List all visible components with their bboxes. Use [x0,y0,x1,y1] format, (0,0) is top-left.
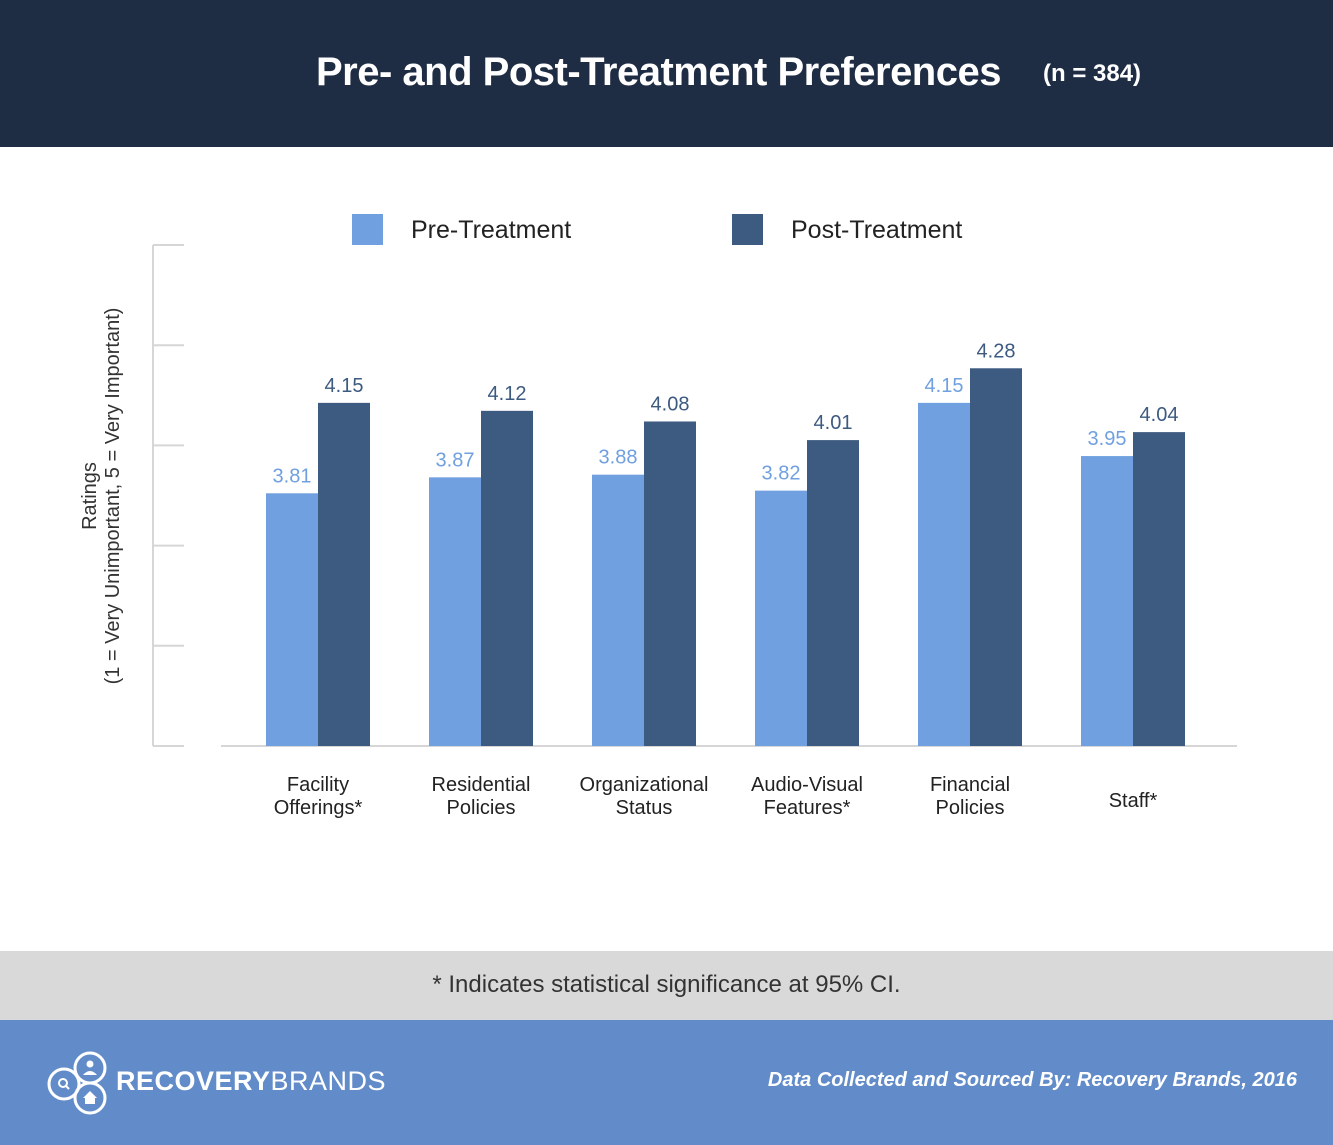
x-tick-line: Financial [930,774,1010,796]
x-tick-label-5: Staff* [1109,790,1158,812]
legend-swatch [732,214,763,245]
data-label-pre-1: 3.87 [436,449,475,471]
brand-light: BRANDS [270,1066,387,1096]
source-credit: Data Collected and Sourced By: Recovery … [767,1069,1297,1091]
x-tick-label-2: Organizational Status [580,774,709,819]
bar-post-5 [1133,432,1185,746]
x-tick-line: Audio-Visual [751,774,863,796]
data-label-pre-4: 4.15 [925,375,964,397]
chart-title: Pre- and Post-Treatment Preferences [316,50,1001,94]
bar-post-1 [481,410,533,746]
x-tick-line: Offerings* [274,797,363,819]
bar-pre-4 [918,402,970,746]
x-tick-label-0: Facility Offerings* [274,774,363,819]
brand-bold: RECOVERY [116,1066,271,1096]
data-label-post-4: 4.28 [977,340,1016,362]
data-label-pre-3: 3.82 [762,463,801,485]
x-tick-line: Policies [447,797,516,819]
x-tick-line: Features* [764,797,851,819]
bar-chart: Pre-Treatment Post-Treatment 3.81 4.15 3.87… [79,214,1237,819]
data-labels: 3.81 4.15 3.87 4.12 3.88 4.08 3.82 4.01 4.15 4.28… [273,340,1179,487]
data-label-pre-5: 3.95 [1088,428,1127,450]
y-axis-title: Ratings(1 = Very Unimportant, 5 = Very I… [79,308,124,685]
y-axis-label: Ratings(1 = Very Unimportant, 5 = Very I… [79,308,124,685]
x-tick-line: Status [616,797,673,819]
legend: Pre-Treatment Post-Treatment [352,214,962,245]
bar-pre-0 [266,493,318,746]
data-label-pre-0: 3.81 [273,465,312,487]
legend-label: Post-Treatment [791,216,962,244]
bar-pre-1 [429,477,481,746]
header-banner: Pre- and Post-Treatment Preferences (n =… [0,0,1333,147]
bar-post-2 [644,421,696,746]
brand-name: RECOVERYBRANDS [116,1066,386,1097]
y-axis [152,244,1237,747]
y-axis-title-line2: (1 = Very Unimportant, 5 = Very Importan… [102,308,124,685]
legend-swatch [352,214,383,245]
bars [266,368,1185,746]
x-tick-label-1: Residential Policies [432,774,531,819]
x-tick-labels: Facility Offerings*Residential PoliciesOrg… [274,774,1158,819]
data-label-post-1: 4.12 [488,383,527,405]
legend-item-pre: Pre-Treatment [352,214,571,245]
data-label-post-0: 4.15 [325,375,364,397]
footer-bar: RECOVERYBRANDS Data Collected and Source… [0,1020,1333,1145]
x-tick-line: Policies [936,797,1005,819]
x-tick-line: Staff* [1109,790,1158,812]
bar-pre-5 [1081,456,1133,746]
bar-post-3 [807,440,859,746]
sample-size: (n = 384) [1043,60,1142,87]
bar-pre-3 [755,490,807,746]
data-label-pre-2: 3.88 [599,447,638,469]
x-tick-line: Organizational [580,774,709,796]
footnote-bar: * Indicates statistical significance at … [0,951,1333,1020]
data-label-post-5: 4.04 [1140,404,1179,426]
data-label-post-2: 4.08 [651,393,690,415]
bar-post-0 [318,402,370,746]
data-label-post-3: 4.01 [814,412,853,434]
x-tick-label-3: Audio-Visual Features* [751,774,863,819]
x-tick-line: Residential [432,774,531,796]
significance-note: * Indicates statistical significance at … [432,971,901,998]
legend-label: Pre-Treatment [411,216,571,244]
x-tick-label-4: Financial Policies [930,774,1010,819]
bar-post-4 [970,368,1022,746]
x-tick-line: Facility [287,774,349,796]
recovery-brands-logo-icon [47,1051,107,1115]
legend-item-post: Post-Treatment [732,214,962,245]
bar-pre-2 [592,474,644,746]
y-axis-title-line1: Ratings [79,462,101,530]
